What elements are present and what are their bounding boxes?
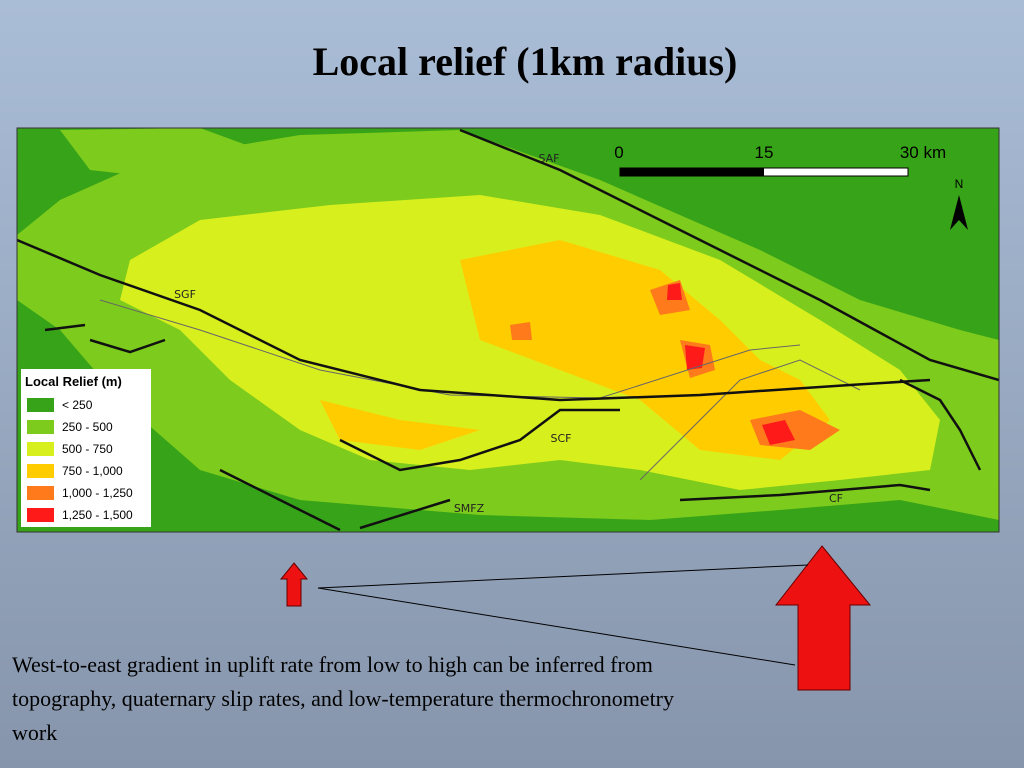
fault [44,323,86,332]
legend-title: Local Relief (m) [25,374,122,389]
small-arrow [279,562,309,607]
fault-label: SAF [538,152,559,165]
north-arrow [950,195,968,230]
legend-swatch [27,486,54,500]
scale-label: 30 km [900,143,946,162]
north-label: N [955,177,964,191]
legend-label: 500 - 750 [62,442,113,456]
legend-swatch [27,442,54,456]
fault [89,338,166,354]
scale-label: 15 [755,143,774,162]
fault [219,468,341,532]
fault-label: SMFZ [454,502,485,515]
relief-zone [762,420,795,445]
fault-label: SGF [174,288,196,301]
fault [339,408,620,472]
connector-line [317,587,796,666]
relief-zone [560,280,640,340]
fault [17,238,931,402]
scale-bar-segment [620,168,764,176]
fault [359,498,451,530]
legend-swatch [27,420,54,434]
relief-zone [685,345,705,370]
relief-zone [60,128,260,180]
map-frame [16,127,1000,533]
relief-zone [320,400,480,450]
relief-zone [460,240,830,460]
legend-label: 250 - 500 [62,420,113,434]
legend: < 250 250 - 500 500 - 750 750 - 1,000 1,000 … [27,398,133,522]
fault [679,483,931,502]
relief-map: SAF SGF SCF SMFZ CF 0 15 30 km N Local R… [17,128,999,532]
fault [899,378,982,471]
slide-title: Local relief (1km radius) [313,39,738,84]
minor-fault [639,359,861,481]
scale-label: 0 [614,143,623,162]
minor-fault [99,299,801,399]
legend-swatch [27,464,54,478]
legend-label: 1,000 - 1,250 [62,486,133,500]
legend-swatch [27,398,54,412]
legend-label: 750 - 1,000 [62,464,123,478]
relief-zone [510,322,532,340]
legend-swatch [27,508,54,522]
legend-label: < 250 [62,398,93,412]
relief-zone [667,283,682,300]
connector-line [317,564,809,589]
legend-label: 1,250 - 1,500 [62,508,133,522]
caption: West-to-east gradient in uplift rate fro… [12,652,675,745]
large-arrow [774,545,872,691]
fault [459,128,999,382]
fault-label: CF [829,492,843,505]
fault-label: SCF [551,432,572,445]
